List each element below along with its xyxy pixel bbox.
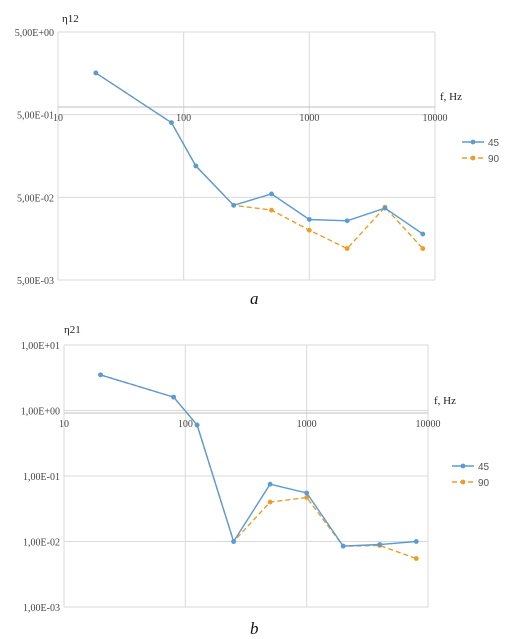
chart-a-x-axis-label: f, Hz	[440, 91, 462, 103]
chart-b-legend-marker-90	[460, 479, 466, 485]
chart-b-series-45-line	[100, 374, 417, 547]
chart-b-series-45-point	[171, 394, 176, 400]
chart-a-x-tick-label: 10	[53, 113, 63, 124]
chart-a-series-45-point	[231, 202, 237, 208]
chart-a-series-45-line	[95, 72, 424, 235]
chart-b-series-45-point	[231, 539, 237, 544]
chart-a-series-90-point	[269, 207, 274, 213]
chart-a-y-tick-label: 5,00E-01	[17, 111, 54, 122]
chart-b-series-45-point	[340, 543, 346, 549]
chart-b-series-90-point	[267, 499, 273, 505]
chart-a-legend-marker-90	[470, 155, 476, 161]
chart-a-x-tick-label: 10000	[423, 113, 448, 124]
chart-a-x-tick-labels: 10 100 1000 10000	[53, 113, 448, 124]
chart-b-x-tick-label: 10000	[416, 419, 441, 430]
chart-a-series-45-point	[169, 120, 174, 126]
chart-b-caption: b	[250, 619, 259, 638]
chart-a-series	[93, 70, 426, 251]
chart-a-y-tick-label: 5,00E-02	[17, 193, 54, 204]
chart-a-x-tick-label: 1000	[299, 113, 319, 124]
chart-a-series-45-point	[420, 231, 426, 237]
chart-a-series-45-point	[193, 163, 199, 169]
chart-a-series-90-point	[306, 227, 312, 233]
chart-b-y-tick-label: 1,00E-02	[23, 538, 60, 549]
chart-b-series-90-point	[413, 556, 419, 561]
chart-b-y-axis-label: η21	[64, 324, 81, 336]
chart-a-x-tick-label: 100	[176, 113, 191, 124]
chart-b-series-90-line	[100, 374, 417, 560]
chart-b-x-tick-label: 1000	[297, 419, 317, 430]
chart-a-series-90-point	[420, 246, 426, 251]
chart-b-x-axis-label: f, Hz	[434, 395, 456, 407]
chart-a-legend-marker-45	[470, 139, 476, 145]
chart-b-legend-label-45: 45	[478, 462, 490, 473]
chart-b-legend-marker-45	[460, 463, 466, 469]
chart-a-legend-label-90: 90	[488, 154, 500, 165]
chart-a-legend-label-45: 45	[488, 138, 500, 149]
chart-a-series-45-point	[93, 70, 99, 76]
chart-b-series-45-point	[413, 539, 419, 544]
chart-b-y-tick-labels: 1,00E+01 1,00E+00 1,00E-01 1,00E-02 1,00E-03	[21, 341, 60, 614]
chart-b-legend-label-90: 90	[478, 478, 490, 489]
chart-b-x-tick-label: 100	[178, 419, 193, 430]
chart-b: 1,00E+01 1,00E+00 1,00E-01 1,00E-02 1,00E-03…	[21, 324, 490, 638]
chart-a-y-tick-label: 5,00E-03	[17, 276, 54, 287]
chart-a-series-90-line	[95, 72, 424, 250]
chart-b-series-45-point	[377, 542, 383, 547]
chart-b-series-45-point	[304, 490, 310, 496]
chart-b-x-tick-label: 10	[59, 419, 69, 430]
chart-a-series-45-point	[306, 217, 312, 222]
chart-b-series-45-point	[98, 372, 103, 378]
chart-b-y-tick-label: 1,00E+01	[21, 341, 60, 352]
chart-a-grid	[57, 31, 436, 281]
chart-b-series-45-point	[194, 422, 200, 428]
chart-a-y-axis-label: η12	[62, 13, 79, 25]
chart-b-y-tick-label: 1,00E-03	[23, 603, 60, 614]
chart-b-series	[98, 372, 419, 561]
chart-a-y-tick-label: 5,00E+00	[15, 28, 54, 39]
chart-a-caption: a	[250, 289, 259, 308]
chart-b-grid	[63, 344, 429, 608]
chart-b-y-tick-label: 1,00E-01	[23, 472, 60, 483]
chart-b-y-tick-label: 1,00E+00	[21, 407, 60, 418]
chart-b-series-90-point	[304, 495, 310, 500]
chart-a-y-tick-labels: 5,00E+00 5,00E-01 5,00E-02 5,00E-03	[15, 28, 54, 287]
chart-b-x-tick-labels: 10 100 1000 10000	[59, 419, 441, 430]
chart-b-series-45-point	[267, 481, 273, 487]
chart-a-series-90-point	[344, 246, 350, 251]
chart-a-series-45-point	[344, 218, 350, 224]
chart-a-series-45-point	[269, 191, 274, 197]
chart-a-series-45-point	[382, 205, 388, 211]
chart-a: 5,00E+005,00E-015,00E-025,00E-03 10 100 10…	[15, 13, 500, 308]
